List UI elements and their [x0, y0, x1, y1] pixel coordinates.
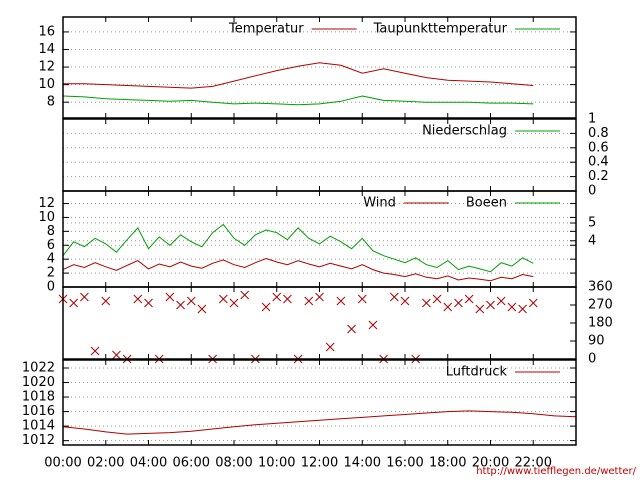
y2-tick-label: 180 — [588, 316, 613, 331]
y2-tick-label: 90 — [588, 334, 605, 349]
legend-label: Boeen — [466, 196, 507, 211]
point — [464, 294, 474, 304]
y-tick-label: 16 — [38, 24, 55, 39]
y-tick-label: 10 — [38, 210, 55, 225]
y2-tick-label: 0.4 — [588, 155, 609, 170]
y2-tick-label: 0.6 — [588, 140, 609, 155]
y2-tick-label: 1 — [588, 112, 596, 127]
point — [315, 292, 324, 302]
point — [486, 300, 495, 310]
point — [229, 298, 239, 308]
y-tick-label: 0 — [47, 280, 55, 295]
series-line — [62, 257, 534, 282]
point — [176, 300, 185, 310]
point — [133, 294, 143, 304]
x-tick-label: 06:00 — [173, 456, 210, 471]
x-tick-label: 00:00 — [44, 456, 81, 471]
y2-tick-label: 270 — [588, 298, 613, 313]
y-tick-label: 1012 — [22, 433, 55, 448]
y2-tick-label: 0 — [588, 352, 596, 367]
series-line — [63, 62, 534, 89]
point — [112, 350, 121, 360]
point — [528, 298, 538, 308]
y2-tick-label: 0.2 — [588, 169, 609, 184]
point — [69, 298, 79, 308]
panel-frame — [62, 286, 577, 360]
y-tick-label: 6 — [47, 238, 55, 253]
x-tick-label: 12:00 — [301, 456, 338, 471]
point — [443, 302, 453, 312]
y-tick-label: 14 — [38, 42, 55, 57]
point — [454, 298, 463, 308]
point — [80, 292, 89, 302]
point — [240, 290, 250, 300]
x-tick-label: 04:00 — [130, 456, 167, 471]
point — [422, 298, 431, 308]
point — [304, 296, 314, 306]
point — [347, 324, 356, 334]
point — [518, 304, 527, 314]
y-tick-label: 8 — [47, 224, 55, 239]
point — [261, 302, 271, 312]
x-tick-label: 16:00 — [386, 456, 423, 471]
y2-tick-label: 360 — [588, 280, 613, 295]
x-tick-label: 18:00 — [429, 456, 466, 471]
panel-frame — [62, 16, 577, 119]
point — [336, 296, 346, 306]
y-tick-label: 1022 — [22, 360, 55, 375]
point — [325, 342, 335, 352]
y-tick-label: 1014 — [22, 419, 55, 434]
x-tick-label: 02:00 — [87, 456, 124, 471]
x-tick-label: 22:00 — [515, 456, 552, 471]
point — [400, 296, 410, 306]
legend-label: Wind — [363, 196, 396, 211]
point — [507, 302, 517, 312]
y2-tick-label: 4 — [588, 233, 596, 248]
y-tick-label: 1020 — [22, 375, 55, 390]
y-tick-label: 4 — [47, 252, 55, 267]
point — [218, 294, 228, 304]
series-line — [62, 95, 534, 106]
point — [368, 320, 378, 330]
point — [197, 304, 207, 314]
point — [432, 294, 442, 304]
y-tick-label: 1016 — [22, 404, 55, 419]
y2-tick-label: 0 — [588, 184, 596, 199]
legend-label: Taupunkttemperatur — [373, 22, 508, 37]
point — [475, 304, 485, 314]
legend-label: Temperatur — [228, 22, 304, 37]
point — [272, 292, 282, 302]
y-tick-label: 1018 — [22, 390, 55, 405]
x-tick-label: 10:00 — [258, 456, 295, 471]
y-tick-label: 12 — [38, 60, 55, 75]
y-tick-label: 8 — [47, 95, 55, 110]
y-tick-label: 2 — [47, 266, 55, 281]
point — [283, 294, 292, 304]
point — [144, 298, 153, 308]
y2-tick-label: 5 — [588, 216, 596, 231]
point — [90, 346, 100, 356]
legend-label: Luftdruck — [446, 365, 508, 380]
y-tick-label: 12 — [38, 196, 55, 211]
point — [389, 292, 399, 302]
y2-tick-label: 0.8 — [588, 126, 609, 141]
x-tick-label: 14:00 — [344, 456, 381, 471]
x-tick-label: 08:00 — [215, 456, 252, 471]
point — [496, 296, 506, 306]
legend-label: Niederschlag — [422, 124, 507, 139]
point — [101, 296, 111, 306]
point — [357, 294, 367, 304]
panel-frame — [62, 359, 577, 446]
y-tick-label: 10 — [38, 77, 55, 92]
series-line — [62, 410, 577, 435]
source-url: http://www.tiefflegen.de/wetter/ — [476, 466, 636, 477]
x-tick-label: 20:00 — [472, 456, 509, 471]
series-line — [62, 223, 534, 273]
point — [186, 296, 196, 306]
point — [165, 292, 175, 302]
